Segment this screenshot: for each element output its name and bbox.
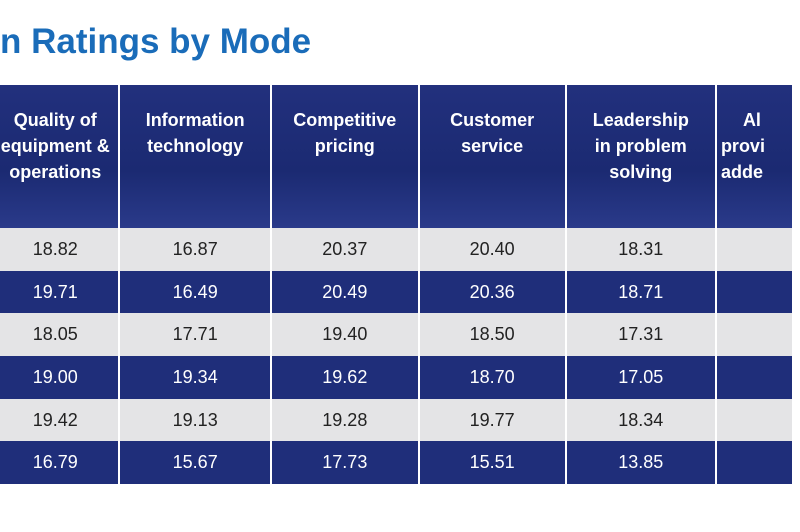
cell: 19.34 [118, 356, 271, 399]
column-header: Leadership in problem solving [564, 85, 716, 228]
cell: 18.34 [564, 398, 716, 442]
cell: 17.73 [269, 441, 419, 491]
cell: 15.51 [417, 441, 566, 491]
column-header: Information technology [118, 85, 271, 228]
title: n Ratings by Mode [0, 22, 312, 61]
cell: 19.13 [118, 398, 271, 442]
table-row: 19.00 19.34 19.62 18.70 17.05 [0, 356, 792, 399]
column-header: Customer service [417, 85, 566, 228]
table-row: 18.82 16.87 20.37 20.40 18.31 [0, 228, 792, 271]
header-line: equipment & [0, 136, 110, 156]
cell: 17.71 [118, 313, 271, 357]
cell: 16.87 [118, 228, 271, 271]
cell: 19.40 [269, 313, 419, 357]
header-line: in problem [594, 136, 687, 156]
cell: 20.37 [269, 228, 419, 271]
cell [714, 270, 792, 314]
cell: 13.85 [564, 441, 716, 491]
header-line: solving [609, 162, 673, 182]
cell: 19.28 [269, 398, 419, 442]
column-header: Quality of equipment & operations [0, 85, 120, 228]
cell: 17.31 [564, 313, 716, 357]
column-header: Al provi adde [714, 85, 792, 228]
ratings-table: Quality of equipment & operations Informati… [0, 85, 792, 491]
cell: 16.49 [118, 270, 271, 314]
header-line: service [461, 136, 524, 156]
cell: 19.62 [269, 356, 419, 399]
header-row: Quality of equipment & operations Informati… [0, 85, 792, 228]
header-line: pricing [314, 136, 375, 156]
cell: 17.05 [564, 356, 716, 399]
header-line: Competitive [293, 110, 397, 130]
cell: 18.70 [417, 356, 566, 399]
cell: 19.00 [0, 356, 120, 399]
header-line: Al [742, 110, 761, 130]
cell: 19.77 [417, 398, 566, 442]
cell: 15.67 [118, 441, 271, 491]
cell [714, 313, 792, 357]
cell: 20.49 [269, 270, 419, 314]
header-line: Quality of [13, 110, 97, 130]
table-body: 18.82 16.87 20.37 20.40 18.31 19.71 16.49 20.49… [0, 228, 792, 491]
header-line: provi [720, 136, 765, 156]
cell: 19.71 [0, 270, 120, 314]
header-line: technology [147, 136, 244, 156]
header-line: Leadership [592, 110, 689, 130]
cell: 16.79 [0, 441, 120, 491]
header-line: operations [9, 162, 102, 182]
table-row: 16.79 15.67 17.73 15.51 13.85 [0, 441, 792, 491]
table-row: 19.71 16.49 20.49 20.36 18.71 [0, 270, 792, 314]
table-row: 19.42 19.13 19.28 19.77 18.34 [0, 398, 792, 442]
header-line: Information [145, 110, 245, 130]
cell: 18.05 [0, 313, 120, 357]
header-line: adde [720, 162, 763, 182]
cell [714, 398, 792, 442]
cell: 18.31 [564, 228, 716, 271]
cell [714, 441, 792, 491]
cell [714, 228, 792, 271]
cell: 20.36 [417, 270, 566, 314]
cell: 20.40 [417, 228, 566, 271]
table-row: 18.05 17.71 19.40 18.50 17.31 [0, 313, 792, 357]
cell: 18.50 [417, 313, 566, 357]
header-line: Customer [450, 110, 535, 130]
cell: 18.71 [564, 270, 716, 314]
cell: 19.42 [0, 398, 120, 442]
cell: 18.82 [0, 228, 120, 271]
column-header: Competitive pricing [269, 85, 419, 228]
cell [714, 356, 792, 399]
